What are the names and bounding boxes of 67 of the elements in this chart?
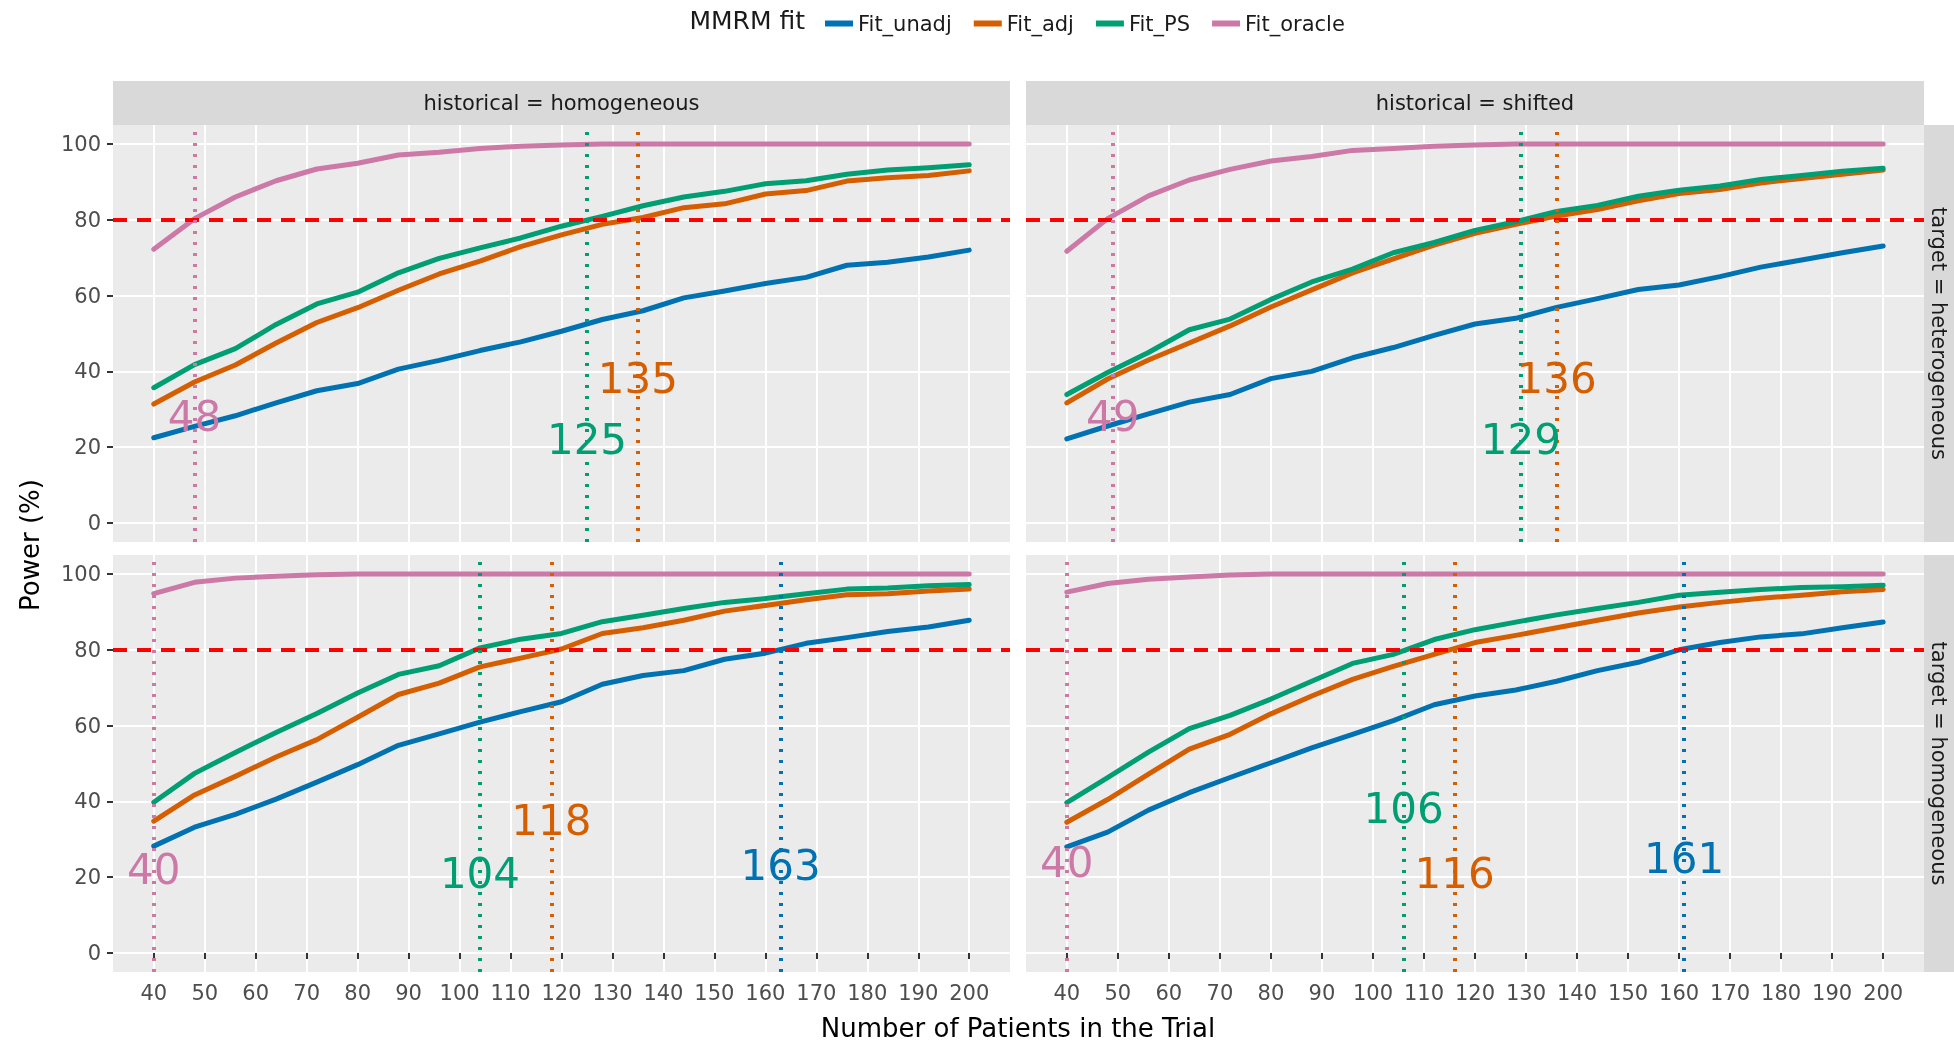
x-tick-label: 100 bbox=[1352, 980, 1393, 1005]
x-tick-label: 140 bbox=[1557, 980, 1598, 1005]
x-tick-label: 130 bbox=[592, 980, 633, 1005]
annotation: 40 bbox=[127, 845, 181, 895]
x-tick-label: 120 bbox=[1454, 980, 1496, 1005]
y-tick-label: 100 bbox=[60, 561, 101, 586]
chart-title: historical = homogeneous bbox=[423, 91, 700, 115]
text: target = heterogeneous bbox=[1927, 207, 1951, 460]
x-tick-label: 160 bbox=[745, 980, 786, 1005]
x-tick-label: 180 bbox=[1761, 980, 1802, 1005]
y-tick-label: 20 bbox=[74, 435, 101, 460]
x-tick-label: 180 bbox=[847, 980, 888, 1005]
x-tick-label: 60 bbox=[1155, 980, 1183, 1005]
x-tick-label: 200 bbox=[1863, 980, 1904, 1005]
x-tick-label: 150 bbox=[1608, 980, 1649, 1005]
text: target = homogeneous bbox=[1927, 641, 1951, 886]
x-tick-label: 170 bbox=[796, 980, 837, 1005]
x-tick-label: 150 bbox=[694, 980, 735, 1005]
x-tick-label: 40 bbox=[1053, 980, 1081, 1005]
y-tick-label: 40 bbox=[74, 359, 101, 384]
annotation: 161 bbox=[1644, 833, 1725, 883]
x-tick-label: 90 bbox=[1308, 980, 1336, 1005]
x-tick-label: 190 bbox=[898, 980, 939, 1005]
x-tick-label: 140 bbox=[643, 980, 684, 1005]
y-tick-label: 60 bbox=[74, 713, 101, 738]
annotation: 104 bbox=[439, 848, 521, 898]
x-tick-label: 200 bbox=[949, 980, 990, 1005]
x-tick-label: 80 bbox=[1257, 980, 1285, 1005]
y-axis-title: Power (%) bbox=[15, 479, 45, 611]
legend-label: Fit_adj bbox=[1006, 11, 1074, 37]
x-tick-label: 130 bbox=[1505, 980, 1547, 1005]
annotation: 135 bbox=[597, 354, 679, 404]
x-tick-label: 80 bbox=[344, 980, 371, 1005]
y-tick-label: 60 bbox=[74, 283, 101, 308]
annotation: 125 bbox=[546, 415, 628, 465]
y-tick-label: 80 bbox=[74, 637, 101, 662]
y-tick-label: 40 bbox=[74, 789, 101, 814]
y-tick-label: 80 bbox=[74, 207, 101, 232]
y-tick-label: 0 bbox=[87, 941, 101, 966]
y-tick-label: 20 bbox=[74, 865, 101, 890]
x-tick-label: 50 bbox=[191, 980, 219, 1005]
y-tick-label: 0 bbox=[87, 511, 101, 536]
legend-title: MMRM fit bbox=[689, 5, 806, 35]
x-tick-label: 90 bbox=[395, 980, 422, 1005]
x-tick-label: 40 bbox=[140, 980, 168, 1005]
annotation: 129 bbox=[1480, 415, 1562, 465]
x-tick-label: 160 bbox=[1659, 980, 1700, 1005]
x-tick-label: 120 bbox=[541, 980, 582, 1005]
x-tick-label: 50 bbox=[1104, 980, 1132, 1005]
legend-label: Fit_unadj bbox=[858, 11, 952, 37]
x-tick-label: 110 bbox=[1403, 980, 1445, 1005]
x-tick-label: 170 bbox=[1710, 980, 1751, 1005]
x-tick-label: 190 bbox=[1812, 980, 1853, 1005]
legend-label: Fit_oracle bbox=[1245, 11, 1345, 37]
annotation: 106 bbox=[1363, 784, 1444, 834]
x-tick-label: 110 bbox=[490, 980, 531, 1005]
x-tick-label: 100 bbox=[439, 980, 480, 1005]
x-tick-label: 60 bbox=[242, 980, 270, 1005]
legend-label: Fit_PS bbox=[1128, 11, 1191, 37]
annotation: 40 bbox=[1040, 837, 1094, 887]
annotation: 163 bbox=[740, 841, 821, 891]
y-tick-label: 100 bbox=[60, 131, 101, 156]
x-tick-label: 70 bbox=[293, 980, 321, 1005]
chart-title: historical = shifted bbox=[1375, 91, 1575, 115]
x-tick-label: 70 bbox=[1206, 980, 1234, 1005]
x-axis-title: Number of Patients in the Trial bbox=[820, 1013, 1216, 1043]
annotation: 136 bbox=[1516, 354, 1597, 404]
